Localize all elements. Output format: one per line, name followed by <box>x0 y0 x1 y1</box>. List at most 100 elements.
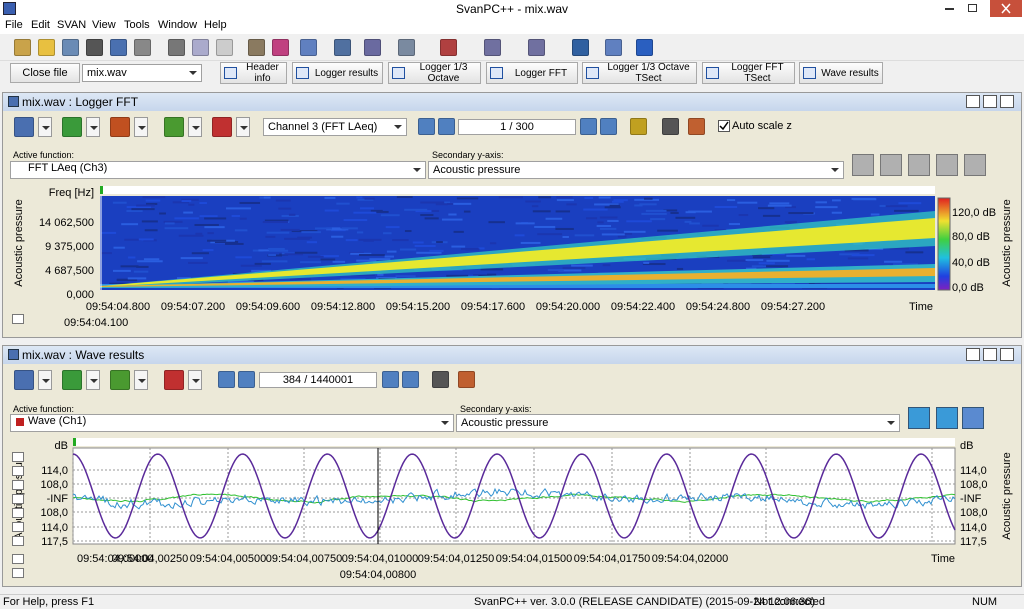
menu-item[interactable]: Window <box>158 19 198 31</box>
toolbar-icon[interactable] <box>636 39 653 56</box>
toolbar-icon[interactable] <box>272 39 289 56</box>
panel-window-button[interactable] <box>983 348 997 361</box>
play-control[interactable] <box>962 407 984 429</box>
dropdown-button[interactable] <box>188 117 202 137</box>
toolbar-icon[interactable] <box>432 371 449 388</box>
dropdown-button[interactable] <box>86 117 100 137</box>
dropdown-arrow[interactable] <box>42 126 50 130</box>
side-button[interactable] <box>12 452 24 462</box>
close-file-button[interactable]: Close file <box>10 63 80 83</box>
play-control[interactable] <box>964 154 986 176</box>
panel-window-button[interactable] <box>1000 95 1014 108</box>
active-function-combo[interactable] <box>10 161 426 179</box>
toolbar-icon[interactable] <box>168 39 185 56</box>
toolbar-icon[interactable] <box>630 118 647 135</box>
toolbar-icon[interactable] <box>14 117 34 137</box>
toolbar-icon[interactable] <box>134 39 151 56</box>
toolbar-icon[interactable] <box>402 371 419 388</box>
toolbar-icon[interactable] <box>440 39 457 56</box>
toolbar-icon[interactable] <box>248 39 265 56</box>
play-control[interactable] <box>880 154 902 176</box>
side-button[interactable] <box>12 494 24 504</box>
panel-window-button[interactable] <box>983 95 997 108</box>
toolbar-icon[interactable] <box>62 39 79 56</box>
toolbar-icon[interactable] <box>212 117 232 137</box>
view-tab[interactable]: Logger FFT <box>486 62 578 84</box>
side-button[interactable] <box>12 536 24 546</box>
dropdown-arrow[interactable] <box>831 168 839 172</box>
side-button[interactable] <box>12 508 24 518</box>
toolbar-icon[interactable] <box>600 118 617 135</box>
panel-window-button[interactable] <box>966 348 980 361</box>
dropdown-button[interactable] <box>86 370 100 390</box>
minimize-button[interactable] <box>945 8 954 10</box>
side-button[interactable] <box>12 554 24 564</box>
dropdown-arrow[interactable] <box>441 421 449 425</box>
toolbar-icon[interactable] <box>438 118 455 135</box>
toolbar-icon[interactable] <box>364 39 381 56</box>
toolbar-icon[interactable] <box>192 39 209 56</box>
zoom-reset-button[interactable] <box>12 314 24 324</box>
toolbar-icon[interactable] <box>572 39 589 56</box>
menu-item[interactable]: View <box>92 19 116 31</box>
dropdown-button[interactable] <box>236 117 250 137</box>
toolbar-icon[interactable] <box>216 39 233 56</box>
dropdown-button[interactable] <box>38 370 52 390</box>
side-button[interactable] <box>12 480 24 490</box>
toolbar-icon[interactable] <box>14 370 34 390</box>
dropdown-arrow[interactable] <box>192 379 200 383</box>
panel-window-button[interactable] <box>1000 348 1014 361</box>
page-box[interactable]: 1 / 300 <box>458 119 576 135</box>
toolbar-icon[interactable] <box>418 118 435 135</box>
dropdown-arrow[interactable] <box>42 379 50 383</box>
view-tab[interactable]: Logger 1/3 Octave <box>388 62 481 84</box>
toolbar-icon[interactable] <box>164 117 184 137</box>
dropdown-arrow[interactable] <box>192 126 200 130</box>
toolbar-icon[interactable] <box>86 39 103 56</box>
menu-item[interactable]: Edit <box>31 19 50 31</box>
toolbar-icon[interactable] <box>458 371 475 388</box>
toolbar-icon[interactable] <box>62 370 82 390</box>
dropdown-button[interactable] <box>38 117 52 137</box>
page-box[interactable]: 384 / 1440001 <box>259 372 377 388</box>
toolbar-icon[interactable] <box>580 118 597 135</box>
view-tab[interactable]: Header info <box>220 62 287 84</box>
dropdown-arrow[interactable] <box>887 421 895 425</box>
menu-item[interactable]: Tools <box>124 19 150 31</box>
file-combo[interactable]: mix.wav <box>82 64 202 82</box>
restore-button[interactable] <box>968 4 977 12</box>
active-function-combo[interactable] <box>10 414 454 432</box>
toolbar-icon[interactable] <box>38 39 55 56</box>
toolbar-icon[interactable] <box>605 39 622 56</box>
toolbar-icon[interactable] <box>110 117 130 137</box>
toolbar-icon[interactable] <box>238 371 255 388</box>
secondary-combo[interactable]: Acoustic pressure <box>456 414 900 432</box>
side-button[interactable] <box>12 466 24 476</box>
menu-item[interactable]: SVAN <box>57 19 87 31</box>
menu-item[interactable]: File <box>5 19 23 31</box>
menu-item[interactable]: Help <box>204 19 227 31</box>
dropdown-arrow[interactable] <box>90 379 98 383</box>
dropdown-arrow[interactable] <box>138 126 146 130</box>
toolbar-icon[interactable] <box>218 371 235 388</box>
toolbar-icon[interactable] <box>398 39 415 56</box>
toolbar-icon[interactable] <box>528 39 545 56</box>
toolbar-icon[interactable] <box>662 118 679 135</box>
toolbar-icon[interactable] <box>688 118 705 135</box>
dropdown-button[interactable] <box>134 370 148 390</box>
toolbar-icon[interactable] <box>382 371 399 388</box>
toolbar-icon[interactable] <box>164 370 184 390</box>
play-control[interactable] <box>908 407 930 429</box>
view-tab[interactable]: Logger FFT TSect <box>702 62 795 84</box>
play-control[interactable] <box>908 154 930 176</box>
toolbar-icon[interactable] <box>62 117 82 137</box>
side-button[interactable] <box>12 522 24 532</box>
play-control[interactable] <box>936 407 958 429</box>
dropdown-button[interactable] <box>134 117 148 137</box>
view-tab[interactable]: Logger 1/3 Octave TSect <box>582 62 697 84</box>
play-control[interactable] <box>936 154 958 176</box>
view-tab[interactable]: Wave results <box>799 62 883 84</box>
toolbar-icon[interactable] <box>14 39 31 56</box>
dropdown-arrow[interactable] <box>394 125 402 129</box>
side-button[interactable] <box>12 568 24 578</box>
